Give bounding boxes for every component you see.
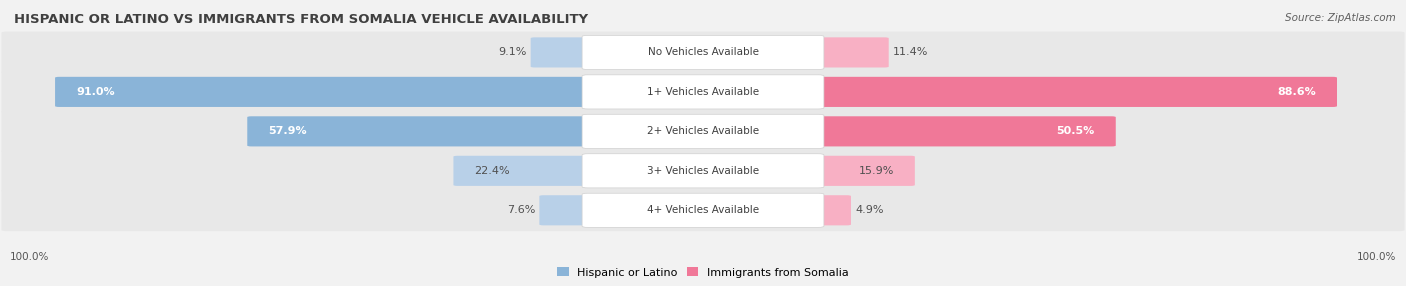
Text: HISPANIC OR LATINO VS IMMIGRANTS FROM SOMALIA VEHICLE AVAILABILITY: HISPANIC OR LATINO VS IMMIGRANTS FROM SO… [14, 13, 588, 26]
FancyBboxPatch shape [814, 195, 851, 225]
Text: 7.6%: 7.6% [506, 205, 536, 215]
Text: 1+ Vehicles Available: 1+ Vehicles Available [647, 87, 759, 97]
Text: 88.6%: 88.6% [1277, 87, 1316, 97]
FancyBboxPatch shape [55, 77, 592, 107]
Text: 22.4%: 22.4% [474, 166, 510, 176]
FancyBboxPatch shape [1, 31, 1405, 73]
Text: 11.4%: 11.4% [893, 47, 928, 57]
Text: 50.5%: 50.5% [1056, 126, 1095, 136]
FancyBboxPatch shape [814, 116, 1116, 146]
FancyBboxPatch shape [1, 189, 1405, 231]
Text: 3+ Vehicles Available: 3+ Vehicles Available [647, 166, 759, 176]
Text: 15.9%: 15.9% [859, 166, 894, 176]
FancyBboxPatch shape [582, 193, 824, 227]
FancyBboxPatch shape [453, 156, 592, 186]
FancyBboxPatch shape [582, 35, 824, 69]
Text: 4.9%: 4.9% [855, 205, 884, 215]
FancyBboxPatch shape [582, 154, 824, 188]
Text: 91.0%: 91.0% [76, 87, 115, 97]
FancyBboxPatch shape [530, 37, 592, 67]
FancyBboxPatch shape [1, 150, 1405, 192]
FancyBboxPatch shape [247, 116, 592, 146]
Text: 100.0%: 100.0% [10, 253, 49, 262]
FancyBboxPatch shape [1, 110, 1405, 152]
FancyBboxPatch shape [814, 156, 915, 186]
Legend: Hispanic or Latino, Immigrants from Somalia: Hispanic or Latino, Immigrants from Soma… [558, 267, 848, 278]
Text: No Vehicles Available: No Vehicles Available [648, 47, 758, 57]
FancyBboxPatch shape [582, 75, 824, 109]
Text: 9.1%: 9.1% [498, 47, 526, 57]
FancyBboxPatch shape [814, 37, 889, 67]
FancyBboxPatch shape [540, 195, 592, 225]
Text: 4+ Vehicles Available: 4+ Vehicles Available [647, 205, 759, 215]
Text: 57.9%: 57.9% [269, 126, 307, 136]
Text: Source: ZipAtlas.com: Source: ZipAtlas.com [1285, 13, 1396, 23]
FancyBboxPatch shape [814, 77, 1337, 107]
Text: 2+ Vehicles Available: 2+ Vehicles Available [647, 126, 759, 136]
Text: 100.0%: 100.0% [1357, 253, 1396, 262]
FancyBboxPatch shape [582, 114, 824, 148]
FancyBboxPatch shape [1, 71, 1405, 113]
